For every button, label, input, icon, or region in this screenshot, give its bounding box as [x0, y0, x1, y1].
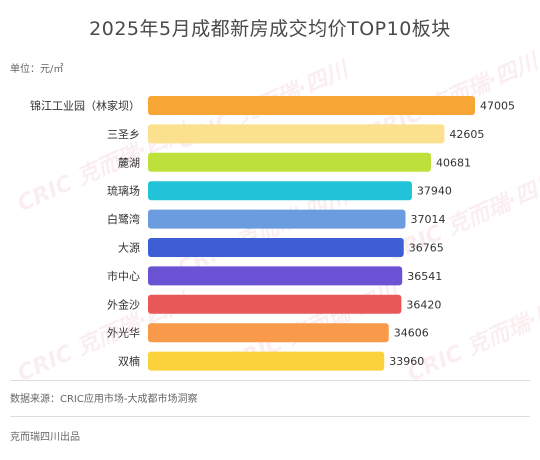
bar — [148, 152, 432, 172]
chart-title: 2025年5月成都新房成交均价TOP10板块 — [89, 18, 451, 40]
value-label: 37014 — [410, 213, 445, 226]
divider — [10, 380, 530, 381]
value-label: 34606 — [394, 327, 429, 340]
category-label: 白鹭湾 — [107, 212, 140, 226]
category-label: 双楠 — [118, 354, 140, 368]
bar — [148, 266, 403, 286]
value-label: 36765 — [409, 242, 444, 255]
bar — [148, 181, 412, 201]
bar — [148, 323, 389, 343]
value-label: 47005 — [480, 100, 515, 113]
data-source: 数据来源：CRIC应用市场-大成都市场洞察 — [10, 394, 198, 405]
category-label: 市中心 — [107, 269, 140, 283]
category-label: 麓湖 — [118, 156, 140, 169]
bar — [148, 96, 475, 115]
value-label: 37940 — [417, 185, 452, 198]
bar — [148, 294, 402, 314]
value-label: 33960 — [389, 355, 424, 368]
bar-chart: 锦江工业园（林家坝） 47005 三圣乡 42605 麓湖 40681 琉璃场 37940 白鹭… — [30, 96, 515, 371]
bar — [148, 124, 445, 144]
category-label: 大源 — [118, 241, 140, 255]
category-label: 外金沙 — [107, 297, 140, 311]
category-label: 外光华 — [107, 326, 140, 340]
value-label: 36541 — [407, 270, 442, 283]
bar — [148, 238, 404, 257]
unit-label: 单位：元/㎡ — [10, 64, 64, 75]
divider — [10, 416, 530, 417]
category-label: 琉璃场 — [107, 184, 140, 198]
category-label: 三圣乡 — [107, 128, 140, 141]
value-label: 36420 — [406, 298, 441, 311]
category-label: 锦江工业园（林家坝） — [30, 99, 140, 113]
bar — [148, 351, 385, 371]
bar — [148, 209, 406, 229]
footer-credit: 克而瑞四川出品 — [10, 432, 80, 443]
value-label: 42605 — [449, 128, 484, 141]
value-label: 40681 — [436, 156, 471, 169]
